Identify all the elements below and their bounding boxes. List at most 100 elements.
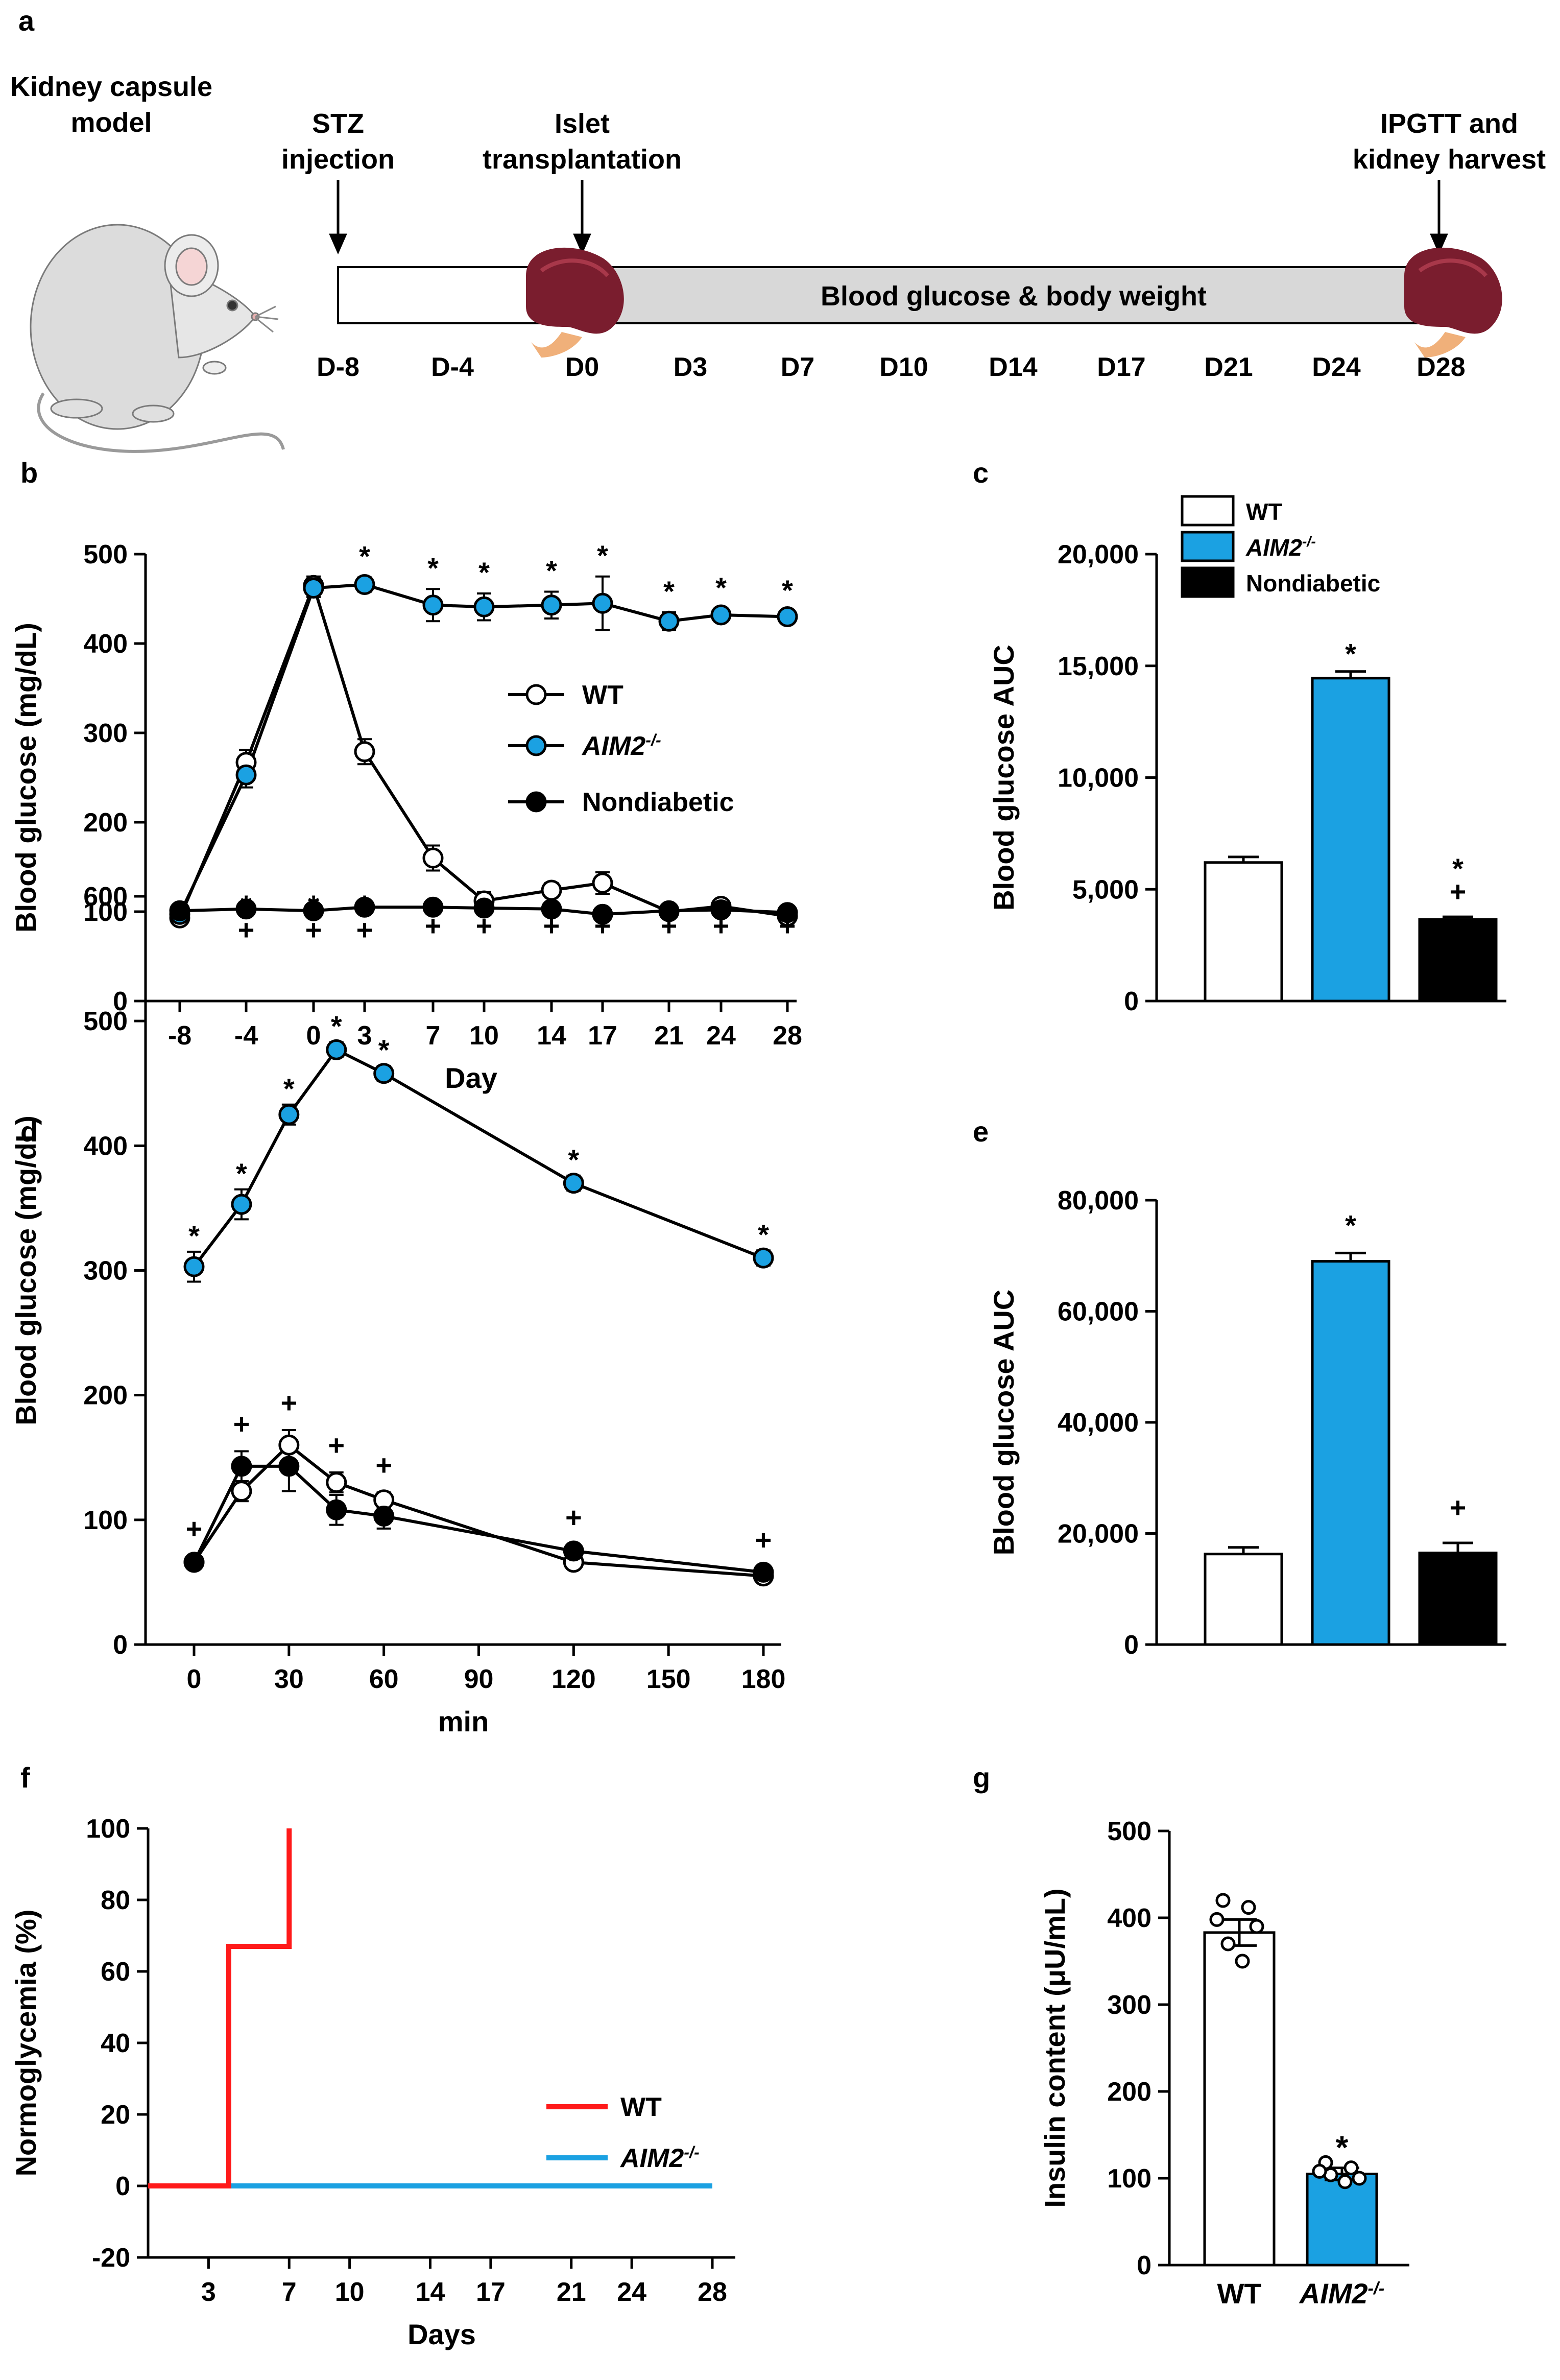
panel-label: d	[20, 1115, 38, 1148]
x-axis-title: Day	[445, 1062, 497, 1094]
x-tick-label: 14	[537, 1021, 566, 1051]
data-point	[422, 594, 444, 616]
y-tick-label: 60	[101, 1957, 130, 1987]
data-point	[326, 1039, 347, 1060]
x-category-label: WT	[1217, 2277, 1261, 2310]
legend-label: Nondiabetic	[582, 788, 734, 817]
individual-point	[1337, 2174, 1353, 2189]
data-point	[303, 578, 324, 599]
significance-star: *	[378, 1034, 390, 1066]
significance-plus: +	[565, 1502, 582, 1534]
y-tick-label: 0	[1124, 1630, 1139, 1660]
x-tick-label: 24	[617, 2277, 646, 2307]
panel-label: f	[20, 1762, 30, 1794]
day-label: D10	[879, 352, 928, 382]
data-point	[658, 610, 680, 632]
individual-point	[1249, 1919, 1264, 1934]
x-tick-label: 10	[335, 2277, 365, 2307]
significance-plus: +	[755, 1524, 772, 1556]
x-tick-label: 21	[654, 1021, 684, 1051]
panel-label: g	[973, 1762, 990, 1794]
data-point	[373, 1063, 395, 1084]
data-point	[231, 1456, 252, 1477]
significance-star: *	[241, 889, 252, 921]
data-point	[235, 764, 257, 786]
y-tick-label: 100	[1107, 2164, 1151, 2194]
significance-plus: +	[425, 910, 442, 942]
data-point	[354, 896, 375, 918]
individual-point	[1209, 1912, 1225, 1927]
x-tick-label: 150	[646, 1664, 691, 1694]
significance-plus: +	[713, 910, 730, 942]
data-point	[183, 1552, 205, 1573]
significance-star: *	[715, 572, 727, 604]
day-label: D17	[1097, 352, 1145, 382]
bar	[1418, 918, 1498, 1003]
data-point	[710, 899, 732, 920]
y-tick-label: 200	[83, 1381, 128, 1411]
model-title-line2: model	[70, 107, 152, 138]
y-axis-title: Insulin content (μU/mL)	[1039, 1888, 1071, 2207]
panel-b: 0 100 200 300 400 500 -8 -4 0 3 7 10 14 17 21 24 28 Day Bl…	[10, 457, 802, 1094]
significance-star: *	[597, 539, 608, 572]
y-tick-label: 200	[1107, 2077, 1151, 2107]
data-point	[278, 1434, 300, 1456]
y-tick-label: 40,000	[1058, 1408, 1139, 1438]
day-label: D21	[1204, 352, 1253, 382]
x-tick-label: 30	[274, 1664, 304, 1694]
data-point	[753, 1247, 774, 1269]
y-tick-label: 300	[1107, 1990, 1151, 2020]
x-tick-label: -4	[234, 1021, 258, 1051]
legend-swatch	[1181, 495, 1235, 527]
significance-star: *	[188, 1220, 200, 1252]
individual-point	[1235, 1954, 1250, 1969]
significance-star: *	[1452, 852, 1463, 885]
legend: WT AIM2-/-	[546, 2092, 700, 2173]
x-tick-label: 14	[416, 2277, 445, 2307]
panel-g: 0 100 200 300 400 500 Insulin content (μU/mL) g…	[973, 1762, 1409, 2310]
y-axis-title: Blood glucose AUC	[988, 1290, 1020, 1556]
individual-point	[1220, 1936, 1236, 1951]
x-tick-label: 21	[557, 2277, 586, 2307]
panel-a-label: a	[18, 5, 35, 37]
day-label: D0	[565, 352, 599, 382]
significance-plus: +	[186, 1513, 203, 1545]
day-label: D-4	[431, 352, 474, 382]
panel-e: 0 20,000 40,000 60,000 80,000 Blood glucose A…	[973, 1115, 1506, 1660]
y-tick-label: 60,000	[1058, 1297, 1139, 1327]
x-category-label: AIM2-/-	[1299, 2277, 1385, 2310]
data-point	[563, 1173, 584, 1194]
significance-star: *	[427, 552, 439, 584]
data-point	[592, 592, 613, 614]
significance-star: *	[663, 575, 675, 607]
significance-plus: +	[328, 1429, 345, 1461]
significance-star: *	[359, 540, 370, 573]
y-tick-label: 300	[83, 1256, 128, 1286]
bar	[1204, 861, 1283, 1003]
significance-plus: +	[305, 914, 322, 946]
y-tick-label: 20	[101, 2100, 130, 2130]
y-tick-label: 300	[83, 719, 128, 748]
significance-plus: +	[543, 910, 560, 942]
y-tick-label: 0	[1137, 2251, 1151, 2280]
data-point	[541, 898, 562, 920]
data-point	[592, 903, 613, 925]
x-tick-label: 0	[306, 1021, 321, 1051]
significance-plus: +	[476, 910, 493, 942]
y-tick-label: 80	[101, 1886, 130, 1915]
significance-star: *	[331, 1010, 342, 1042]
event-stz-line2: injection	[281, 144, 395, 175]
data-point	[278, 1104, 300, 1125]
y-tick-label: 500	[83, 1007, 128, 1036]
data-point	[354, 574, 375, 595]
legend-label: WT	[1246, 498, 1283, 525]
day-label: D14	[989, 352, 1037, 382]
model-title-line1: Kidney capsule	[10, 72, 212, 102]
y-tick-label: 500	[1107, 1817, 1151, 1846]
significance-plus: +	[1450, 875, 1467, 908]
data-point	[777, 606, 798, 627]
x-tick-label: 180	[741, 1664, 786, 1694]
individual-point	[1312, 2163, 1327, 2179]
x-tick-label: 3	[357, 1021, 372, 1051]
event-stz-line1: STZ	[312, 108, 364, 139]
